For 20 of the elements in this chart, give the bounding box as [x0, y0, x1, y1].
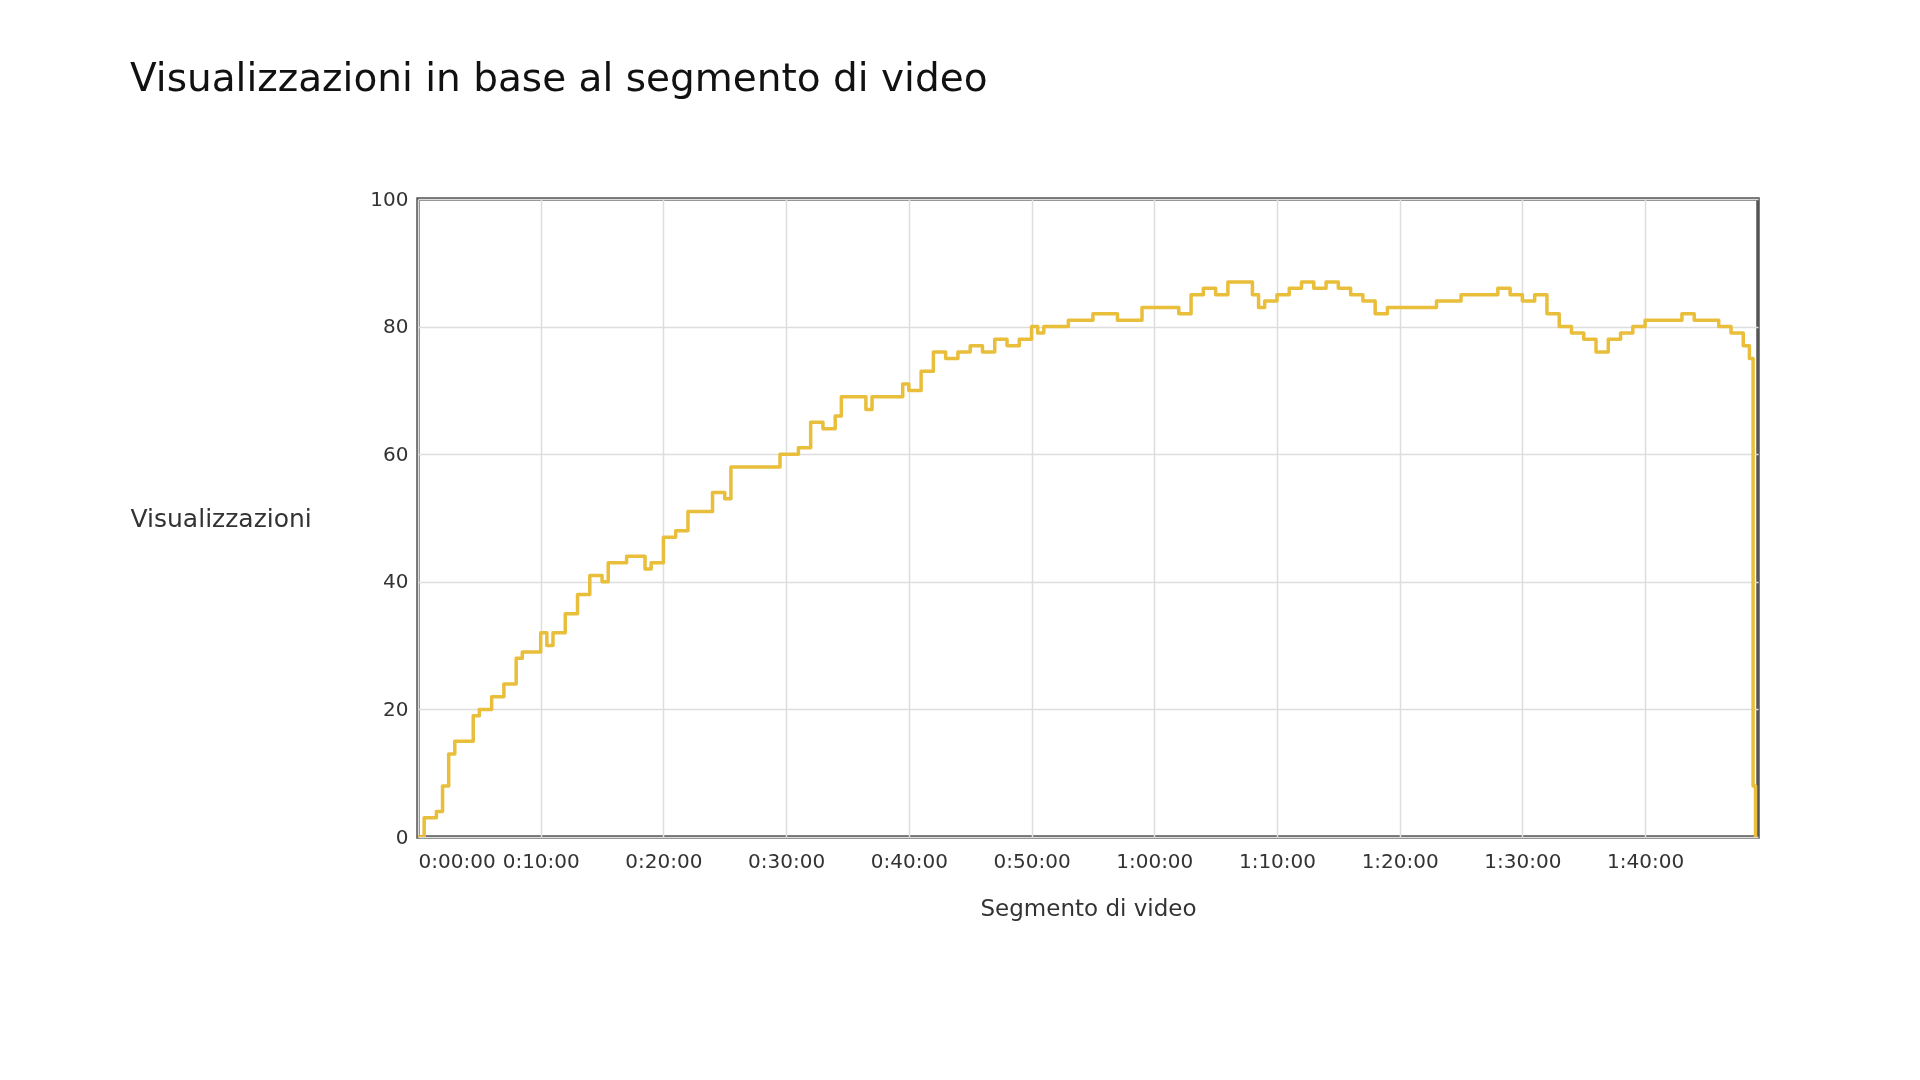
y-tick-label: 100 — [370, 186, 409, 211]
x-tick-label: 0:00:00 — [418, 848, 496, 873]
x-tick-label: 0:10:00 — [502, 848, 580, 873]
x-tick-label: 1:20:00 — [1361, 848, 1439, 873]
chart-title: Visualizzazioni in base al segmento di video — [130, 55, 988, 100]
y-tick-label: 80 — [383, 314, 409, 339]
x-tick-label: 0:50:00 — [993, 848, 1071, 873]
x-tick-label: 0:30:00 — [748, 848, 826, 873]
y-tick-label: 20 — [383, 696, 409, 721]
x-tick-label: 0:20:00 — [625, 848, 703, 873]
y-tick-label: 60 — [383, 441, 409, 466]
x-tick-label: 1:30:00 — [1484, 848, 1562, 873]
x-tick-label: 1:00:00 — [1116, 848, 1194, 873]
y-tick-label: 40 — [383, 569, 409, 594]
x-tick-label: 1:10:00 — [1238, 848, 1317, 873]
x-axis-title: Segmento di video — [980, 894, 1197, 921]
y-axis-title: Visualizzazioni — [130, 503, 312, 533]
x-tick-label: 0:40:00 — [870, 848, 948, 873]
x-tick-label: 1:40:00 — [1607, 848, 1685, 873]
y-tick-label: 0 — [395, 824, 409, 849]
